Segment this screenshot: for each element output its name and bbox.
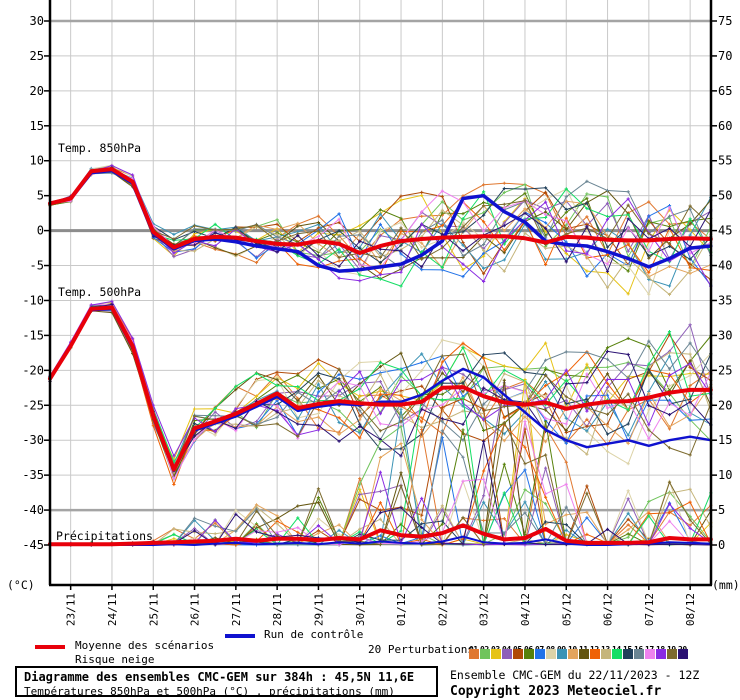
ensemble-mean-label: Moyenne des scénarios <box>75 639 215 652</box>
run-info: Ensemble CMC-GEM du 22/11/2023 - 12Z <box>450 668 700 682</box>
ensemble-chart: 302520151050-5-10-15-20-25-30-35-40-4575… <box>7 0 740 626</box>
right-tick-label: 35 <box>718 293 732 307</box>
control-run-line <box>49 535 712 546</box>
chart-title: Diagramme des ensembles CMC-GEM sur 384h… <box>24 670 415 684</box>
perturbation-swatch <box>656 649 666 659</box>
perturbation-swatch <box>491 649 501 659</box>
day-label: 07/12 <box>643 593 656 626</box>
member-precip-line <box>50 425 712 547</box>
perturbation-swatch <box>623 649 633 659</box>
perturbation-swatch <box>502 649 512 659</box>
perturbation-swatches <box>469 649 689 668</box>
perturbation-swatch <box>480 649 490 659</box>
perturbation-swatch <box>678 649 688 659</box>
perturbation-swatch <box>590 649 600 659</box>
chart-title-box: Diagramme des ensembles CMC-GEM sur 384h… <box>15 666 438 698</box>
left-tick-label: -40 <box>22 503 44 517</box>
perturbation-swatch <box>612 649 622 659</box>
day-label: 29/11 <box>312 593 325 626</box>
left-tick-label: 15 <box>30 119 44 133</box>
member-precip-line <box>49 425 712 546</box>
left-tick-label: 20 <box>30 84 44 98</box>
left-tick-label: 30 <box>30 14 44 28</box>
ensemble-mean-line <box>48 167 713 255</box>
right-tick-label: 20 <box>718 398 732 412</box>
left-tick-label: 10 <box>30 154 44 168</box>
ensemble-mean-line <box>48 305 713 472</box>
right-tick-label: 5 <box>718 503 725 517</box>
left-tick-label: -5 <box>30 259 44 273</box>
perturbation-swatch <box>513 649 523 659</box>
member-500-line <box>49 300 712 458</box>
perturbations-label: 20 Perturbations <box>368 643 474 656</box>
right-tick-label: 40 <box>718 259 732 273</box>
right-tick-label: 55 <box>718 154 732 168</box>
perturbation-swatch <box>645 649 655 659</box>
left-tick-label: -20 <box>22 363 44 377</box>
right-tick-label: 70 <box>718 49 732 63</box>
right-tick-label: 50 <box>718 189 732 203</box>
perturbation-swatch <box>557 649 567 659</box>
right-tick-label: 75 <box>718 14 732 28</box>
day-label: 25/11 <box>147 593 160 626</box>
day-label: 05/12 <box>560 593 573 626</box>
left-tick-label: 0 <box>37 224 44 238</box>
day-label: 04/12 <box>519 593 532 626</box>
left-tick-label: -25 <box>22 398 44 412</box>
left-axis-unit: (°C) <box>7 578 35 592</box>
right-tick-label: 0 <box>718 538 725 552</box>
left-tick-label: -30 <box>22 433 44 447</box>
left-tick-label: 5 <box>37 189 44 203</box>
control-run-label: Run de contrôle <box>264 628 364 641</box>
day-label: 23/11 <box>65 593 78 626</box>
right-tick-label: 10 <box>718 468 732 482</box>
chart-subtitle: Températures 850hPa et 500hPa (°C) , pré… <box>24 685 395 698</box>
right-tick-label: 15 <box>718 433 732 447</box>
perturbation-swatch <box>634 649 644 659</box>
right-tick-label: 30 <box>718 328 732 342</box>
control-run-swatch <box>225 634 255 638</box>
snow-risk-label: Risque neige <box>75 653 155 666</box>
ensemble-mean-swatch <box>35 645 65 649</box>
day-label: 24/11 <box>106 593 119 626</box>
panel-label-850: Temp. 850hPa <box>58 141 141 155</box>
day-label: 27/11 <box>230 593 243 626</box>
day-label: 06/12 <box>602 593 615 626</box>
right-tick-label: 45 <box>718 224 732 238</box>
perturbation-swatch <box>667 649 677 659</box>
day-label: 08/12 <box>684 593 697 626</box>
panel-label-precip: Précipitations <box>56 529 153 543</box>
day-label: 01/12 <box>395 593 408 626</box>
left-tick-label: -10 <box>22 293 44 307</box>
perturbation-swatch <box>524 649 534 659</box>
day-label: 03/12 <box>478 593 491 626</box>
ensemble-mean-line <box>48 523 713 547</box>
perturbation-swatch <box>546 649 556 659</box>
perturbation-swatch <box>579 649 589 659</box>
left-tick-label: -45 <box>22 538 44 552</box>
left-tick-label: -15 <box>22 328 44 342</box>
right-axis-unit: (mm) <box>712 578 740 592</box>
day-label: 26/11 <box>189 593 202 626</box>
perturbation-swatch <box>535 649 545 659</box>
left-tick-label: 25 <box>30 49 44 63</box>
day-label: 28/11 <box>271 593 284 626</box>
copyright: Copyright 2023 Meteociel.fr <box>450 684 662 699</box>
panel-label-500: Temp. 500hPa <box>58 285 141 299</box>
member-precip-markers <box>48 407 713 547</box>
right-tick-label: 60 <box>718 119 732 133</box>
day-label: 02/12 <box>436 593 449 626</box>
perturbation-swatch <box>601 649 611 659</box>
left-tick-label: -35 <box>22 468 44 482</box>
member-500-markers <box>48 299 713 458</box>
perturbation-swatch <box>568 649 578 659</box>
right-tick-label: 65 <box>718 84 732 98</box>
day-label: 30/11 <box>354 593 367 626</box>
perturbation-swatch <box>469 649 479 659</box>
right-tick-label: 25 <box>718 363 732 377</box>
